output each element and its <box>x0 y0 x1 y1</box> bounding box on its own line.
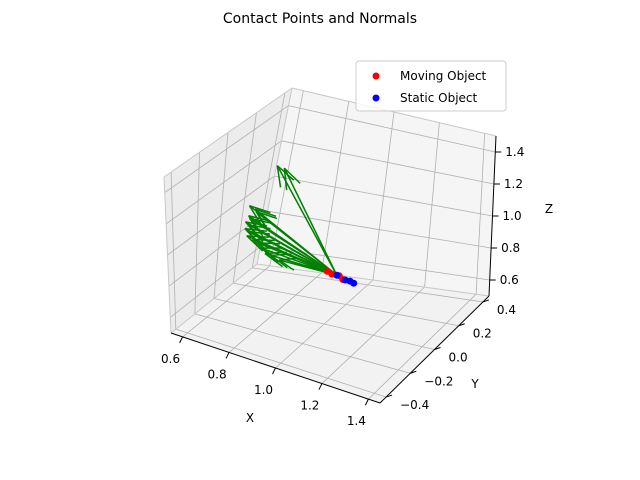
grid-lines <box>164 90 496 400</box>
normal-arrowhead <box>248 224 271 230</box>
y-tick-label: 0.2 <box>473 327 492 341</box>
pane-edge <box>256 87 293 265</box>
normal-arrowhead <box>248 230 271 235</box>
pane-edge <box>256 263 490 297</box>
normal-arrowhead <box>249 217 272 224</box>
y-axis-label: Y <box>470 377 479 391</box>
legend: Moving Object Static Object <box>355 60 507 112</box>
x-tick-mark <box>364 398 369 406</box>
normal-arrowhead <box>270 254 288 269</box>
normal-arrowhead <box>264 252 283 268</box>
y-tick-mark <box>482 299 490 303</box>
floor-pane <box>171 264 489 403</box>
x-tick-label: 0.8 <box>208 367 227 381</box>
chart-title: Contact Points and Normals <box>223 11 417 27</box>
normal-arrowhead <box>270 253 292 257</box>
normal-arrowhead <box>248 215 271 222</box>
grid-line-z-back <box>281 140 494 185</box>
grid-line-z-back <box>288 105 496 153</box>
legend-static-marker <box>372 94 380 102</box>
x-tick-mark <box>318 383 323 390</box>
y-tick-mark <box>410 370 417 374</box>
normal-arrowhead <box>254 208 277 217</box>
grid-line-y-floor <box>252 267 484 303</box>
x-tick-mark <box>272 367 276 375</box>
normal-arrowhead <box>248 205 262 225</box>
pane-edge <box>163 87 293 178</box>
z-tick-label: 1.4 <box>505 145 524 159</box>
back-wall-pane <box>257 88 496 296</box>
y-tick-label: 0.0 <box>449 351 468 365</box>
y-tick-mark <box>385 394 393 398</box>
normal-arrowhead <box>246 235 269 238</box>
grid-line-y-floor <box>194 313 411 374</box>
x-tick-label: 1.4 <box>347 414 366 428</box>
y-tick-label: −0.2 <box>424 374 453 388</box>
grid-line-z-back <box>260 246 490 281</box>
normal-arrowhead <box>246 235 264 252</box>
normal-arrowhead <box>255 210 278 220</box>
static-object-point <box>350 279 358 287</box>
normal-vector <box>276 165 338 276</box>
normal-arrowhead <box>264 251 287 255</box>
normal-arrowhead <box>258 242 281 245</box>
normal-arrowhead <box>248 224 264 243</box>
tick-labels: 0.6 0.8 1.0 1.2 1.4 −0.4 −0.2 0.0 0.2 0.4 0.6 0.8 1.… <box>161 145 524 428</box>
normal-arrowhead <box>252 238 275 242</box>
grid-line-z-left <box>168 210 268 287</box>
legend-static-label: Static Object <box>400 91 478 105</box>
y-tick-mark <box>434 347 441 350</box>
grid-line-y-floor <box>175 328 387 398</box>
x-tick-label: 1.2 <box>300 399 319 413</box>
pane-edge <box>170 263 258 334</box>
static-object-point <box>333 271 341 279</box>
z-tick-label: 0.6 <box>500 273 519 287</box>
normal-arrowhead <box>283 168 288 191</box>
x-tick-mark <box>225 352 230 359</box>
normal-arrowhead <box>283 167 301 184</box>
grid-line-y-floor <box>213 298 435 350</box>
normal-vectors <box>244 165 338 276</box>
x-axis-label: X <box>246 411 254 425</box>
grid-line-z-left <box>164 105 289 193</box>
legend-frame <box>355 60 507 112</box>
legend-moving-label: Moving Object <box>400 69 487 83</box>
grid-line-z-left <box>165 140 282 225</box>
y-tick-label: −0.4 <box>400 398 429 412</box>
y-tick-mark <box>458 323 465 327</box>
contact-point-markers <box>323 267 358 287</box>
grid-line-z-left <box>167 175 275 256</box>
x-tick-label: 1.0 <box>254 383 273 397</box>
z-tick-label: 1.0 <box>503 209 522 223</box>
x-tick-label: 0.6 <box>161 352 180 366</box>
grid-line-z-back <box>274 175 493 217</box>
z-axis-label: Z <box>545 202 553 216</box>
grid-line-y-floor <box>233 282 459 327</box>
y-tick-label: 0.4 <box>497 303 516 317</box>
normal-arrowhead <box>249 204 271 214</box>
normal-arrowhead <box>245 221 268 227</box>
normal-arrowhead <box>244 227 267 232</box>
normal-arrowhead <box>278 259 295 271</box>
normal-arrowhead <box>279 257 298 261</box>
normal-vector <box>283 167 338 276</box>
legend-moving-marker <box>372 72 380 80</box>
x-tick-mark <box>179 336 184 344</box>
z-tick-label: 1.2 <box>504 177 523 191</box>
pane-edge <box>291 87 497 137</box>
grid-line-z-left <box>170 246 261 318</box>
z-tick-label: 0.8 <box>501 241 520 255</box>
normal-arrowhead <box>276 165 282 188</box>
pane-edge <box>163 176 172 334</box>
